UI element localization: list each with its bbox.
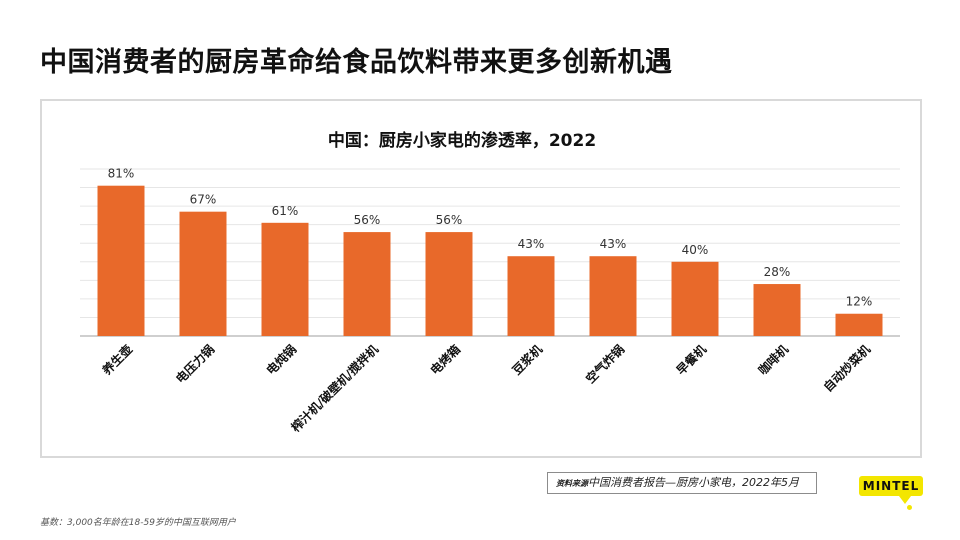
source-text: 中国消费者报告—厨房小家电，2022年5月	[588, 476, 799, 489]
bar	[671, 261, 719, 336]
category-label: 榨汁机/破壁机/搅拌机	[287, 342, 381, 436]
base-footnote: 基数：3,000名年龄在18-59岁的中国互联网用户	[40, 518, 236, 528]
bar	[425, 232, 473, 336]
value-label: 56%	[436, 213, 463, 227]
value-label: 61%	[272, 204, 299, 218]
mintel-logo: MINTEL	[859, 476, 923, 496]
value-label: 40%	[682, 243, 709, 257]
category-label: 养生壶	[98, 342, 135, 379]
chart-card: 中国：厨房小家电的渗透率，2022 81% 67% 61% 56% 56% 43% 43% 4…	[40, 99, 922, 458]
bar	[507, 256, 555, 336]
logo-tail-shape	[899, 496, 911, 504]
bar	[179, 211, 227, 336]
source-prefix: 资料来源	[556, 479, 588, 488]
value-labels: 81% 67% 61% 56% 56% 43% 43% 40% 28% 12%	[108, 167, 873, 309]
value-label: 81%	[108, 167, 135, 181]
bar	[835, 313, 883, 336]
chart-title: 中国：厨房小家电的渗透率，2022	[328, 130, 596, 151]
value-label: 56%	[354, 213, 381, 227]
value-label: 67%	[190, 193, 217, 207]
value-label: 12%	[846, 295, 873, 309]
value-label: 43%	[518, 237, 545, 251]
value-label: 28%	[764, 265, 791, 279]
category-label: 早餐机	[673, 342, 709, 378]
category-label: 电烤箱	[427, 342, 463, 378]
category-label: 电炖锅	[263, 342, 299, 378]
category-label: 咖啡机	[755, 342, 791, 378]
bar	[343, 232, 391, 336]
logo-dot-shape	[907, 505, 912, 510]
bar	[753, 284, 801, 336]
value-label: 43%	[600, 237, 627, 251]
category-label: 豆浆机	[509, 342, 545, 378]
category-label: 空气炸锅	[583, 342, 628, 387]
bar	[261, 222, 309, 336]
source-box: 资料来源中国消费者报告—厨房小家电，2022年5月	[547, 472, 817, 494]
bar-chart: 中国：厨房小家电的渗透率，2022 81% 67% 61% 56% 56% 43% 43% 4…	[80, 130, 900, 436]
category-label: 电压力锅	[173, 342, 218, 387]
bar	[97, 185, 145, 336]
category-label: 自动炒菜机	[820, 342, 873, 395]
bars	[97, 185, 883, 336]
bar	[589, 256, 637, 336]
page-title: 中国消费者的厨房革命给食品饮料带来更多创新机遇	[40, 47, 673, 78]
